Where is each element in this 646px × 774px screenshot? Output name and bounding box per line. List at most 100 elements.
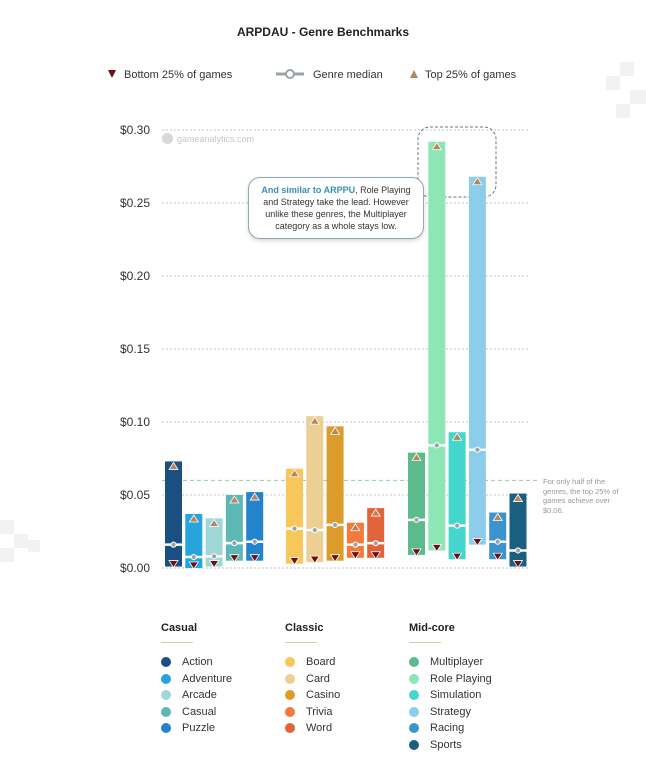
decorative-pixel bbox=[630, 90, 646, 104]
legend-group-casual: Casual bbox=[161, 622, 197, 643]
legend-dot-icon bbox=[409, 706, 419, 717]
legend-label: Action bbox=[182, 656, 213, 668]
legend-dot-icon bbox=[409, 673, 419, 684]
top-25-marker bbox=[370, 508, 381, 517]
legend-dot-icon bbox=[161, 657, 171, 667]
legend-dot-icon bbox=[409, 657, 419, 667]
legend-item: Multiplayer bbox=[409, 656, 483, 668]
median-marker-icon bbox=[285, 69, 295, 79]
y-tick-label: $0.05 bbox=[120, 488, 150, 502]
range-bar bbox=[468, 176, 486, 545]
bar-racing bbox=[489, 512, 507, 561]
top-25-marker bbox=[168, 461, 179, 470]
legend-dot-icon bbox=[409, 739, 419, 750]
top-25-marker-icon bbox=[410, 70, 418, 78]
bottom-25-marker bbox=[472, 538, 483, 547]
range-bar bbox=[408, 452, 425, 555]
legend-group-classic: Classic bbox=[285, 622, 324, 643]
bottom-25-marker bbox=[370, 551, 381, 560]
legend-label: Trivia bbox=[306, 705, 333, 718]
legend-item: Adventure bbox=[161, 673, 232, 685]
median-marker bbox=[372, 540, 379, 547]
range-bar bbox=[489, 512, 507, 560]
y-tick-label: $0.10 bbox=[120, 415, 150, 429]
annotation-callout: And similar to ARPPU, Role Playing and S… bbox=[248, 177, 424, 239]
median-marker bbox=[211, 553, 218, 560]
bottom-25-marker bbox=[188, 561, 200, 570]
top-25-marker bbox=[329, 426, 341, 435]
y-tick-label: $0.20 bbox=[120, 269, 150, 283]
bottom-25-marker bbox=[492, 552, 503, 561]
range-bar bbox=[205, 518, 223, 567]
bar-action bbox=[165, 461, 182, 569]
legend-label: Multiplayer bbox=[430, 656, 484, 668]
range-bar bbox=[448, 432, 466, 560]
legend-dot-icon bbox=[285, 723, 295, 733]
median-marker bbox=[433, 442, 440, 449]
median-marker bbox=[494, 538, 501, 545]
bottom-25-marker bbox=[249, 554, 260, 563]
legend-label: Arcade bbox=[182, 689, 217, 701]
top-25-marker bbox=[309, 416, 321, 425]
median-marker bbox=[332, 521, 339, 529]
bar-trivia bbox=[346, 522, 364, 560]
legend-item: Word bbox=[285, 722, 332, 734]
watermark-text: gameanalytics.com bbox=[177, 133, 255, 144]
median-marker bbox=[231, 540, 238, 547]
annotation-text: , Role Playing and Strategy take the lea… bbox=[263, 185, 411, 231]
legend-label: Adventure bbox=[182, 672, 233, 685]
median-marker bbox=[352, 541, 359, 548]
legend-label: Casual bbox=[182, 705, 217, 718]
decorative-pixel bbox=[0, 548, 14, 562]
range-bar bbox=[428, 141, 446, 551]
legend-dot-icon bbox=[285, 690, 295, 700]
decorative-pixel bbox=[0, 520, 14, 534]
bar-casual bbox=[225, 495, 243, 563]
top-25-marker bbox=[472, 176, 483, 186]
range-bar bbox=[326, 426, 344, 561]
decorative-pixel bbox=[14, 534, 28, 548]
legend-item: Puzzle bbox=[161, 722, 215, 734]
median-marker bbox=[291, 525, 298, 532]
legend-group-mid-core: Mid-core bbox=[409, 622, 455, 643]
highlight-box bbox=[417, 126, 497, 198]
legend-item: Strategy bbox=[409, 706, 471, 718]
legend-label: Simulation bbox=[430, 689, 482, 701]
median-marker bbox=[474, 446, 481, 453]
bar-adventure bbox=[185, 513, 203, 570]
decorative-pixel bbox=[606, 76, 620, 90]
legend-item: Racing bbox=[409, 722, 464, 734]
bottom-25-marker bbox=[229, 554, 240, 563]
range-bar bbox=[367, 508, 385, 558]
median-marker bbox=[251, 538, 258, 545]
bar-role-playing bbox=[428, 141, 446, 553]
top-25-marker bbox=[289, 468, 300, 478]
legend-label: Puzzle bbox=[182, 722, 216, 734]
legend-dot-icon bbox=[161, 706, 171, 717]
legend-dot-icon bbox=[161, 690, 171, 700]
legend-dot-icon bbox=[285, 673, 295, 684]
legend-label: Sports bbox=[430, 738, 462, 751]
range-bar bbox=[225, 495, 243, 561]
legend-label: Board bbox=[306, 656, 336, 668]
median-marker bbox=[170, 541, 177, 548]
range-bar bbox=[286, 468, 303, 564]
top-25-marker bbox=[512, 493, 524, 502]
bottom-25-marker bbox=[411, 548, 422, 557]
chart-title: ARPDAU - Genre Benchmarks bbox=[237, 25, 409, 39]
legend-item: Casual bbox=[161, 706, 216, 718]
decorative-pixel bbox=[28, 540, 40, 552]
bar-word bbox=[367, 508, 385, 560]
top-25-marker bbox=[451, 432, 463, 441]
bottom-25-marker bbox=[208, 560, 220, 569]
bar-card bbox=[306, 416, 324, 564]
bar-multiplayer bbox=[408, 452, 425, 557]
legend-item: Sports bbox=[409, 739, 462, 751]
median-marker bbox=[190, 553, 197, 561]
bar-sports bbox=[509, 493, 527, 569]
bar-casino bbox=[326, 426, 344, 563]
legend-label: Strategy bbox=[430, 705, 471, 718]
watermark: gameanalytics.com bbox=[162, 133, 254, 144]
bar-puzzle bbox=[246, 492, 264, 563]
